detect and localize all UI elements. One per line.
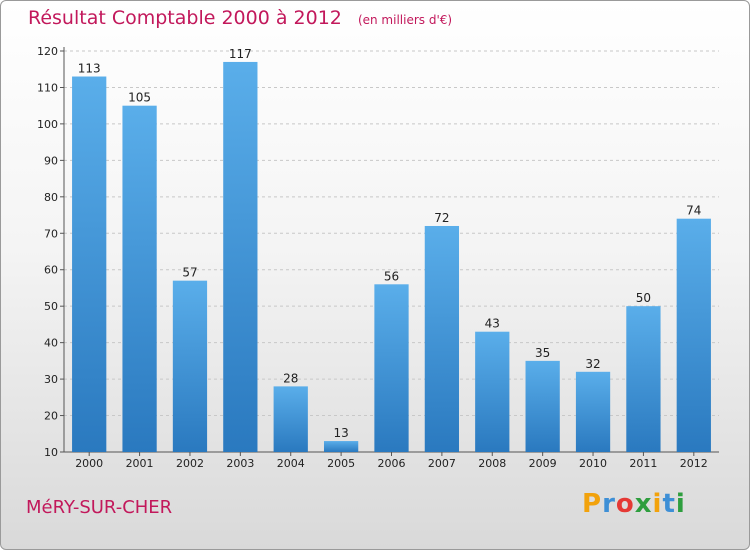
x-tick-label-2001: 2001: [126, 457, 154, 470]
x-tick-label-2000: 2000: [75, 457, 103, 470]
chart-title: Résultat Comptable 2000 à 2012: [28, 7, 342, 29]
x-tick-label-2004: 2004: [277, 457, 305, 470]
value-label-2009: 35: [535, 346, 550, 360]
y-tick-label: 90: [44, 154, 58, 167]
bar-2000: [72, 76, 107, 452]
x-tick-label-2002: 2002: [176, 457, 204, 470]
y-tick-label: 20: [44, 410, 58, 423]
value-label-2004: 28: [283, 371, 298, 385]
logo-letter: r: [602, 489, 616, 519]
y-tick-label: 100: [37, 118, 58, 131]
x-tick-label-2007: 2007: [428, 457, 456, 470]
value-label-2010: 32: [585, 357, 600, 371]
bar-2002: [172, 280, 208, 452]
bar-2006: [374, 284, 409, 452]
logo-letter: x: [634, 489, 653, 519]
value-label-2007: 72: [434, 211, 449, 225]
value-label-2000: 113: [78, 62, 101, 76]
x-tick-label-2005: 2005: [327, 457, 355, 470]
y-tick-label: 10: [44, 446, 58, 459]
logo-letter: o: [615, 489, 635, 519]
logo-letter: i: [652, 489, 663, 519]
labels: 113 105 57 117 28 13 56 72 43 35 32 50 74: [78, 47, 702, 440]
bar-2005: [323, 441, 359, 452]
logo-letter: t: [662, 489, 676, 519]
bar-2012: [676, 218, 711, 452]
city-name: MéRY-SUR-CHER: [26, 497, 173, 518]
value-label-2012: 74: [686, 204, 701, 218]
x-tick-label-2010: 2010: [579, 457, 607, 470]
logo-letter: i: [675, 489, 686, 519]
value-label-2005: 13: [333, 426, 348, 440]
x-tick-label-2008: 2008: [478, 457, 506, 470]
chart-subtitle: (en milliers d'€): [357, 13, 453, 27]
bar-2003: [223, 61, 258, 452]
y-tick-label: 50: [44, 300, 58, 313]
value-label-2011: 50: [636, 291, 651, 305]
chart-title-block: Résultat Comptable 2000 à 2012 (en milli…: [28, 7, 452, 29]
y-tick-label: 80: [44, 191, 58, 204]
bar-2004: [273, 386, 308, 452]
bars: [72, 61, 711, 452]
x-tick-label-2012: 2012: [680, 457, 708, 470]
y-tick-label: 70: [44, 227, 58, 240]
y-tick-label: 60: [44, 264, 58, 277]
value-label-2001: 105: [128, 91, 151, 105]
bar-2008: [475, 331, 510, 452]
bar-2007: [424, 225, 460, 452]
y-tick-label: 120: [37, 45, 58, 58]
bar-2011: [626, 306, 661, 452]
bar-2010: [575, 371, 611, 452]
proxiti-logo: Proxiti: [582, 489, 686, 519]
x-tick-label-2009: 2009: [529, 457, 557, 470]
y-tick-label: 30: [44, 373, 58, 386]
x-tick-label-2003: 2003: [226, 457, 254, 470]
value-label-2003: 117: [229, 47, 252, 61]
value-label-2006: 56: [384, 269, 399, 283]
logo-letter: P: [582, 489, 603, 519]
value-label-2008: 43: [485, 317, 500, 331]
bar-2009: [525, 360, 560, 452]
value-label-2002: 57: [182, 266, 197, 280]
x-tick-label-2006: 2006: [378, 457, 406, 470]
y-tick-label: 40: [44, 337, 58, 350]
bar-2001: [122, 105, 157, 452]
x-tick-label-2011: 2011: [629, 457, 657, 470]
y-tick-label: 110: [37, 81, 58, 94]
